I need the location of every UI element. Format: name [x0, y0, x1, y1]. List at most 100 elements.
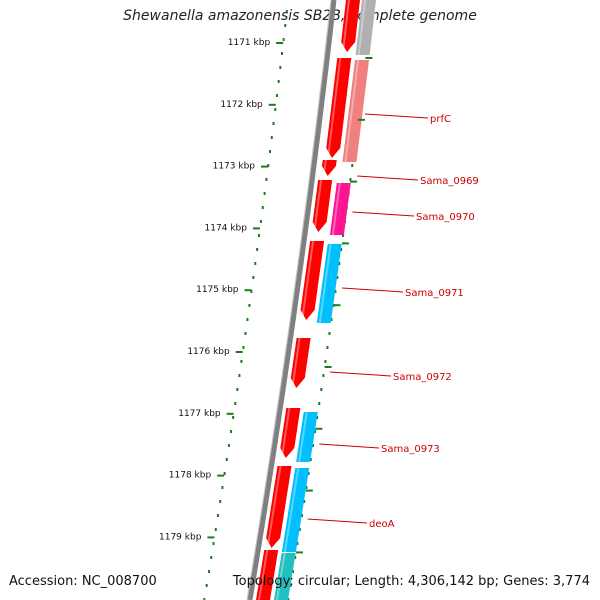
gene-block: [274, 553, 296, 600]
gene-label: Sama_0973: [381, 444, 440, 455]
backbone-layer: [246, 0, 337, 600]
left-ring-dot: [282, 38, 285, 41]
minor-tick-mark: [350, 180, 358, 183]
gene-label: Sama_0970: [416, 212, 475, 223]
left-ring-dot: [212, 542, 215, 545]
right-ring-dot: [301, 514, 304, 517]
left-ring-dot: [277, 80, 280, 83]
left-ring-dot: [203, 598, 206, 600]
kbp-tick-mark: [235, 351, 243, 353]
kbp-tick-mark: [252, 227, 260, 230]
gene-highlight: [298, 411, 308, 463]
gene-block: [256, 550, 279, 600]
gene-highlight: [322, 159, 327, 177]
right-ring-dot: [296, 542, 299, 545]
left-ring-dot: [269, 150, 271, 153]
left-ring-dot: [221, 486, 224, 489]
kbp-tick-mark: [268, 103, 276, 106]
kbp-tick-label: 1173 kbp: [213, 162, 256, 172]
gene-label-leader: [330, 371, 392, 377]
gene-block: [312, 180, 333, 232]
right-ring-dot: [298, 528, 301, 531]
gene-label-leader: [307, 518, 368, 524]
right-ring-dot: [324, 360, 327, 363]
gene-highlight: [326, 57, 342, 159]
gene-highlight: [291, 337, 301, 389]
kbp-tick-label: 1175 kbp: [196, 285, 239, 295]
gene-features: [256, 0, 376, 600]
right-ring-dot: [334, 290, 337, 293]
gene-highlight: [276, 552, 286, 600]
left-ring-dot: [259, 220, 262, 223]
gene-highlight: [258, 549, 269, 600]
left-ring-dot: [234, 402, 237, 405]
gene-label: prfC: [430, 114, 451, 125]
left-ring-dot: [214, 528, 217, 531]
left-ring-dot: [256, 248, 259, 251]
left-ring-dot: [254, 262, 257, 265]
kbp-tick-mark: [244, 289, 252, 292]
right-ring-dot: [318, 402, 321, 405]
minor-tick-mark: [341, 242, 349, 245]
gene-block: [355, 0, 376, 55]
right-ring-dot: [328, 332, 331, 335]
right-ring-dot: [287, 598, 290, 600]
right-ring-dot: [322, 374, 325, 377]
kbp-tick-mark: [261, 165, 269, 168]
right-ring-dot: [307, 472, 310, 475]
left-ring-dot: [205, 584, 208, 587]
kbp-tick-mark: [207, 536, 215, 539]
gene-label-leader: [342, 287, 404, 293]
gene-label-leader: [364, 113, 429, 119]
minor-tick-mark: [315, 427, 323, 430]
right-ring-dot: [305, 486, 308, 489]
sama-0973-gene: [296, 412, 318, 462]
right-ring-dot: [309, 458, 312, 461]
left-ring-dot: [244, 332, 247, 335]
prfC-gene: [342, 60, 370, 162]
right-ring-dot: [289, 584, 292, 587]
left-ring-dot: [230, 430, 233, 433]
left-ring-dot: [274, 108, 277, 111]
gene-label-leader: [357, 175, 419, 181]
left-ring-dot: [265, 178, 268, 181]
gene-block: [326, 58, 352, 158]
left-ring-dot: [272, 122, 275, 125]
left-ring-dot: [258, 234, 261, 237]
kbp-tick-label: 1179 kbp: [159, 532, 202, 542]
gene-block: [266, 466, 292, 548]
left-ring-dot: [207, 570, 210, 573]
gene-block: [321, 160, 337, 176]
left-ring-dot: [227, 444, 230, 447]
kbp-tick-label: 1174 kbp: [205, 223, 248, 233]
gene-highlight: [280, 407, 291, 459]
left-ring-dot: [250, 290, 253, 293]
kbp-tick-label: 1177 kbp: [178, 409, 221, 419]
gene-label-leader: [319, 443, 380, 449]
right-ring-dot: [336, 276, 339, 279]
sama-0970-gene: [329, 183, 351, 235]
left-ring-dot: [252, 276, 255, 279]
deoA-gene: [281, 468, 310, 552]
right-ring-dot: [340, 248, 343, 251]
left-ring-dot: [223, 472, 226, 475]
left-ring-dot: [236, 388, 239, 391]
genome-backbone-highlight: [246, 0, 332, 600]
gene-block: [300, 241, 325, 320]
right-ring-dot: [291, 570, 294, 573]
gene-highlight: [283, 467, 300, 553]
left-ring-dot: [261, 206, 264, 209]
right-ring-dot: [351, 164, 354, 167]
left-ring-dot: [217, 514, 220, 517]
gene-highlight: [266, 465, 282, 549]
sama-0971-gene: [316, 244, 342, 323]
left-ring-dot: [246, 318, 249, 321]
kbp-tick-mark: [217, 474, 225, 477]
left-ring-dot: [267, 164, 270, 167]
right-ring-dot: [326, 346, 329, 349]
kbp-tick-mark: [226, 412, 234, 415]
left-ring-dot: [240, 360, 243, 363]
left-ring-dot: [238, 374, 241, 377]
